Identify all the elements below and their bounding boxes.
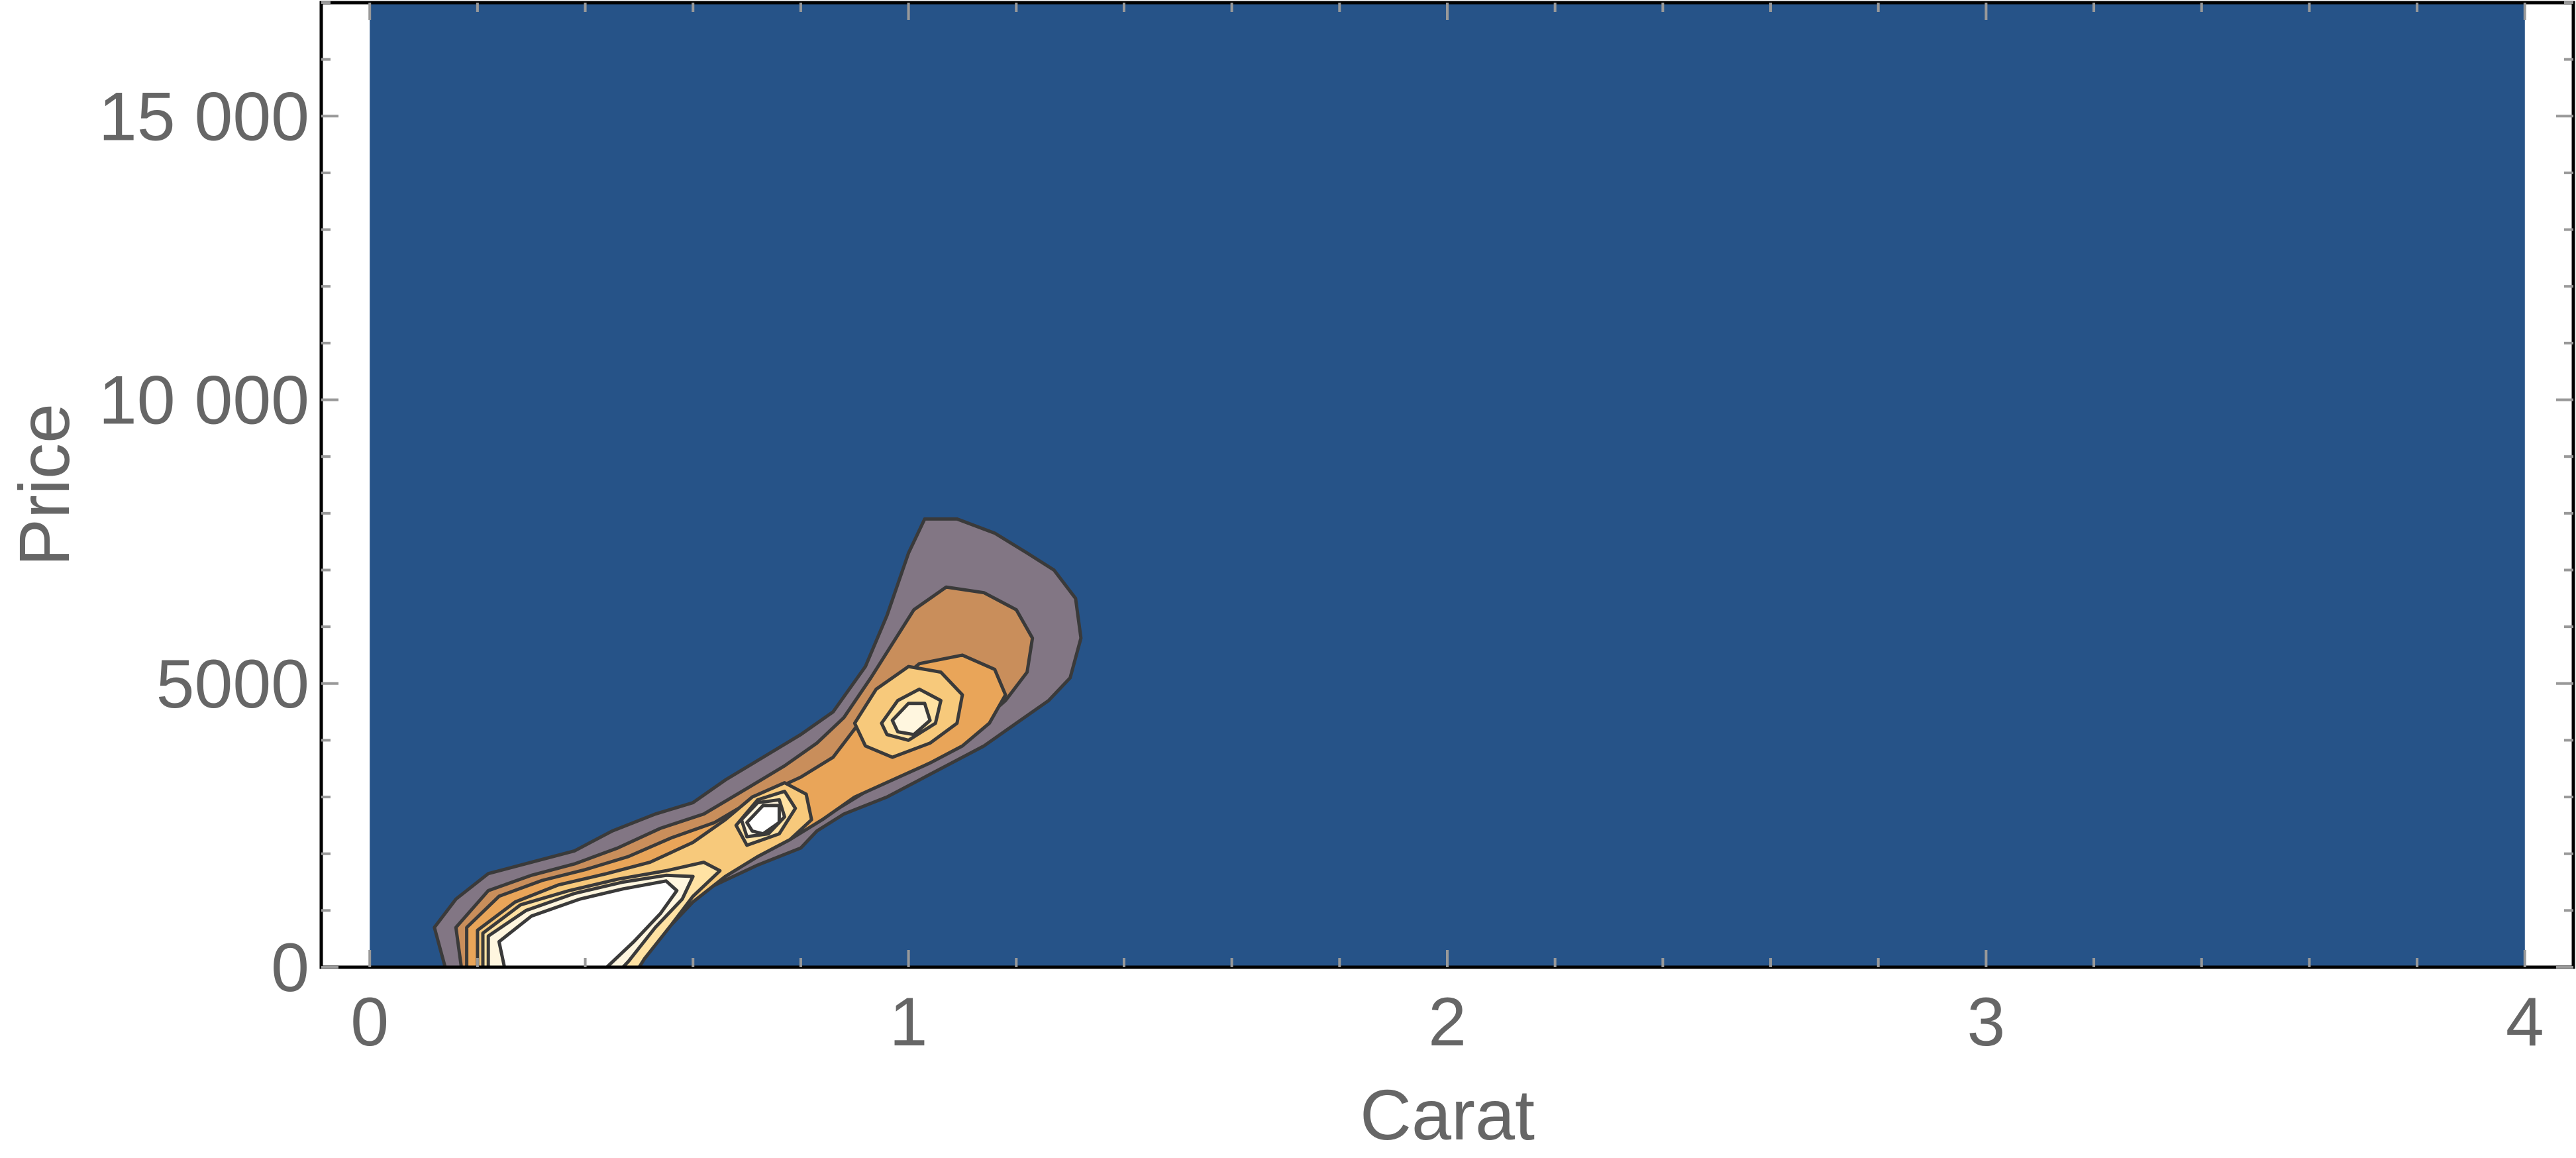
- y-axis-title: Price: [4, 403, 84, 566]
- contour-level-7-region-2: [745, 804, 781, 836]
- tick-labels: 0 1 2 3 4 0 5000 10 000 15 000: [99, 78, 2544, 1061]
- x-tick-label-4: 4: [2506, 984, 2544, 1061]
- x-tick-label-2: 2: [1428, 984, 1467, 1061]
- x-tick-label-3: 3: [1967, 984, 2005, 1061]
- x-axis-title: Carat: [1360, 1075, 1535, 1155]
- contour-level-6-region-3: [890, 702, 932, 737]
- y-tick-label-3: 15 000: [99, 78, 309, 155]
- y-tick-label-1: 5000: [156, 646, 309, 723]
- x-tick-label-0: 0: [350, 984, 389, 1061]
- density-contours: [433, 517, 1083, 969]
- axis-ticks: [321, 1, 2573, 969]
- y-tick-label-0: 0: [271, 929, 309, 1006]
- contour-level-7-region-1: [497, 879, 679, 969]
- x-tick-label-1: 1: [890, 984, 928, 1061]
- y-tick-label-2: 10 000: [99, 362, 309, 439]
